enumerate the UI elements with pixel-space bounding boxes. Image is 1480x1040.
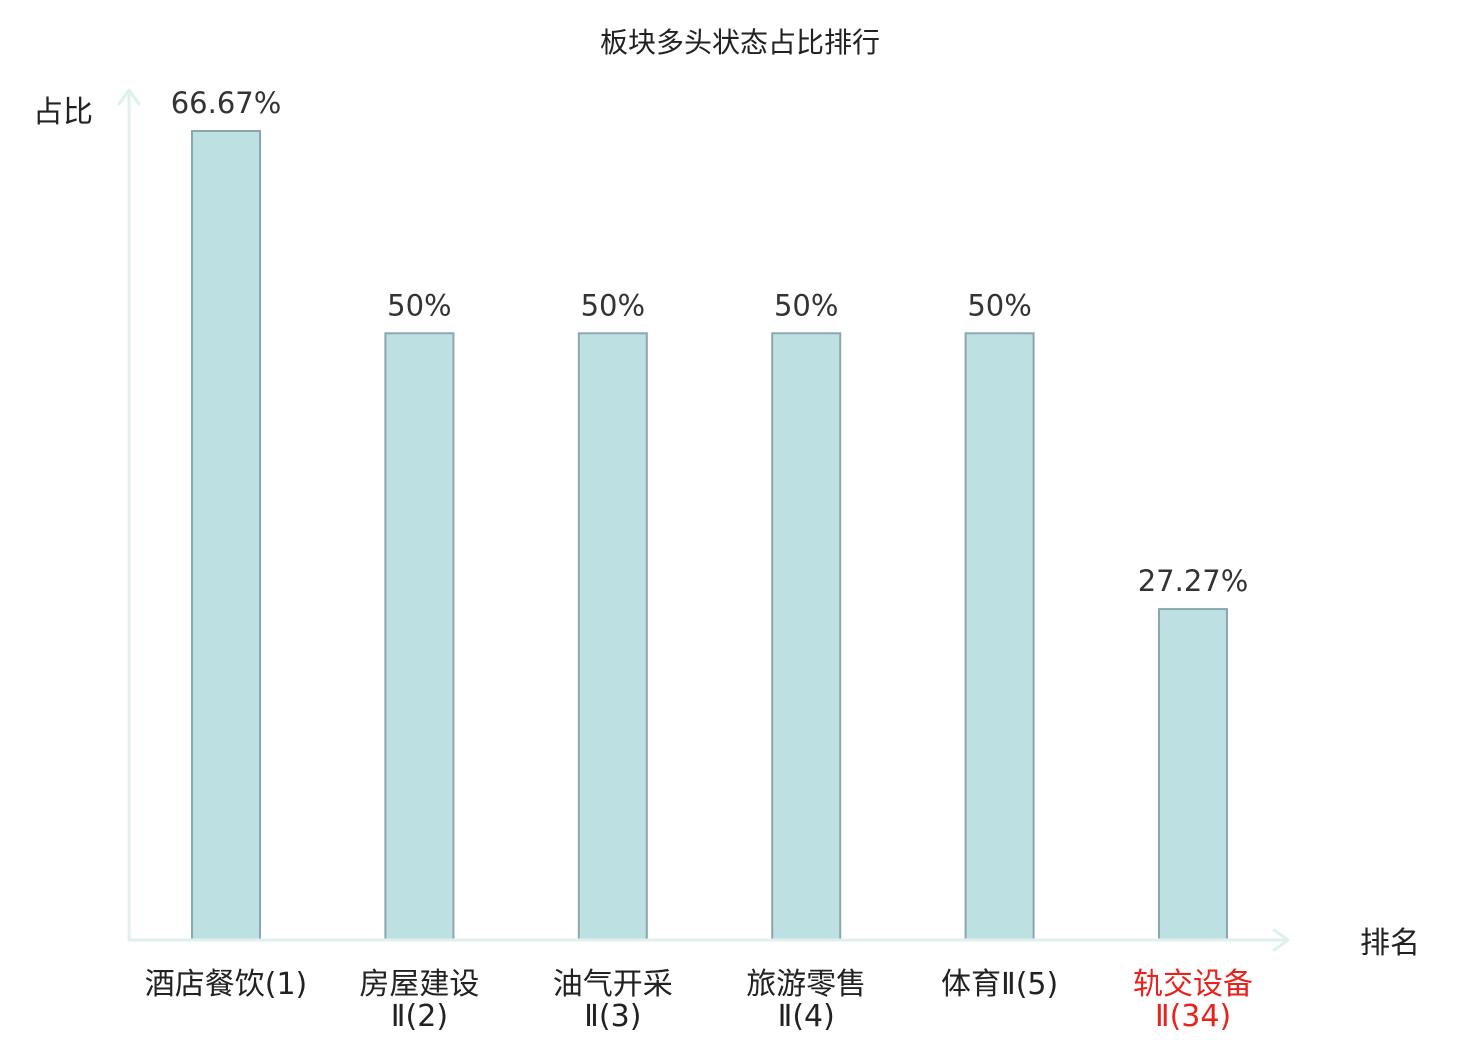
x-tick-label-3-line-2: Ⅱ(3) xyxy=(584,999,641,1034)
bar-4 xyxy=(771,332,842,941)
value-label-4: 50% xyxy=(774,288,838,322)
x-axis-label: 排名 xyxy=(1360,926,1420,961)
value-label-2: 50% xyxy=(387,288,451,322)
bar-2 xyxy=(384,332,455,941)
bar-6 xyxy=(1158,608,1228,941)
bars-group xyxy=(191,130,1228,941)
value-label-5: 50% xyxy=(967,288,1031,322)
value-labels-group: 66.67% 50% 50% 50% 50% 27.27% xyxy=(171,86,1249,598)
x-tick-label-1-line-1: 酒店餐饮(1) xyxy=(145,967,308,1002)
x-tick-label-5-line-1: 体育Ⅱ(5) xyxy=(941,967,1058,1002)
x-tick-label-4-line-1: 旅游零售 xyxy=(746,967,866,1002)
x-tick-label-6-line-2: Ⅱ(34) xyxy=(1155,999,1231,1034)
x-tick-label-3-line-1: 油气开采 xyxy=(553,967,673,1002)
x-tick-label-4-line-2: Ⅱ(4) xyxy=(778,999,835,1034)
value-label-6: 27.27% xyxy=(1138,564,1249,598)
chart-title: 板块多头状态占比排行 xyxy=(600,26,880,59)
x-axis-arrow-icon xyxy=(1272,928,1290,952)
x-tick-label-6-line-1: 轨交设备 xyxy=(1133,967,1253,1002)
y-axis-label: 占比 xyxy=(33,95,93,130)
bar-1 xyxy=(191,130,261,941)
y-axis-arrow-icon xyxy=(117,88,141,106)
bar-3 xyxy=(577,332,648,941)
x-tick-label-2-line-2: Ⅱ(2) xyxy=(391,999,448,1034)
value-label-1: 66.67% xyxy=(171,86,282,120)
bar-5 xyxy=(964,332,1035,941)
x-tick-label-2-line-1: 房屋建设 xyxy=(359,967,479,1002)
value-label-3: 50% xyxy=(581,288,645,322)
